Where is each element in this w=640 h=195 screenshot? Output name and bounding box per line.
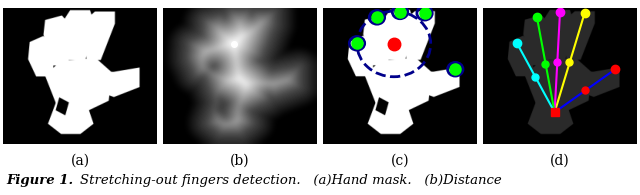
Text: (c): (c) [390, 154, 410, 168]
Text: (a): (a) [70, 154, 90, 168]
Text: (d): (d) [550, 154, 570, 168]
Text: Figure 1.: Figure 1. [6, 174, 74, 187]
Text: Stretching-out fingers detection.   (a)Hand mask.   (b)Distance: Stretching-out fingers detection. (a)Han… [63, 174, 502, 187]
Text: (b): (b) [230, 154, 250, 168]
